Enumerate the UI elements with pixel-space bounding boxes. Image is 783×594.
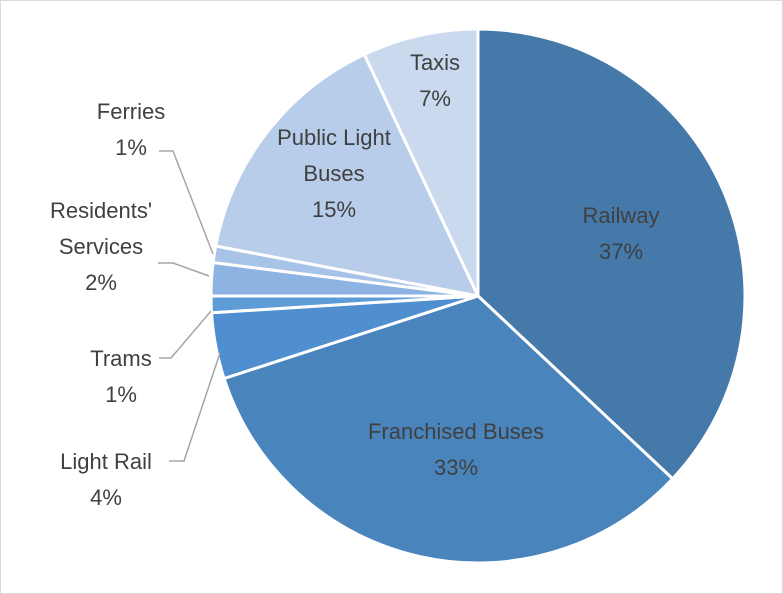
data-label-category: Franchised Buses	[368, 419, 544, 444]
data-label-category: Residents'	[50, 198, 152, 223]
data-label-taxis: Taxis 7%	[410, 50, 460, 111]
data-label-percent: 1%	[115, 135, 147, 160]
data-label-percent: 37%	[599, 239, 643, 264]
data-label-percent: 7%	[419, 86, 451, 111]
leader-line-light-rail	[169, 352, 221, 462]
data-label-light-rail: Light Rail 4%	[60, 449, 152, 510]
pie-slice-public-light-buses	[214, 52, 480, 298]
data-label-public-light-buses: Public Light Buses 15%	[277, 125, 391, 222]
data-label-percent: 15%	[312, 197, 356, 222]
data-label-residents-services: Residents' Services 2%	[50, 198, 152, 295]
data-label-percent: 4%	[90, 485, 122, 510]
data-label-percent: 1%	[105, 382, 137, 407]
leader-line-trams	[159, 310, 212, 359]
data-label-category: Light Rail	[60, 449, 152, 474]
data-label-category: Railway	[582, 203, 659, 228]
leader-line-residents-services	[158, 262, 210, 277]
pie-slice-franchised-buses	[222, 294, 675, 565]
data-label-category: Ferries	[97, 99, 165, 124]
data-label-trams: Trams 1%	[90, 346, 152, 407]
data-label-category: Services	[59, 234, 143, 259]
data-label-category: Taxis	[410, 50, 460, 75]
data-label-category: Trams	[90, 346, 152, 371]
leader-line-ferries	[159, 150, 214, 255]
pie-slice-railway	[476, 27, 747, 481]
data-label-railway: Railway 37%	[582, 203, 659, 264]
data-label-percent: 2%	[85, 270, 117, 295]
data-label-ferries: Ferries 1%	[97, 99, 165, 160]
data-label-franchised-buses: Franchised Buses 33%	[368, 419, 544, 480]
pie-slice-taxis	[362, 27, 480, 298]
data-label-percent: 33%	[434, 455, 478, 480]
data-label-category: Buses	[303, 161, 364, 186]
data-label-category: Public Light	[277, 125, 391, 150]
